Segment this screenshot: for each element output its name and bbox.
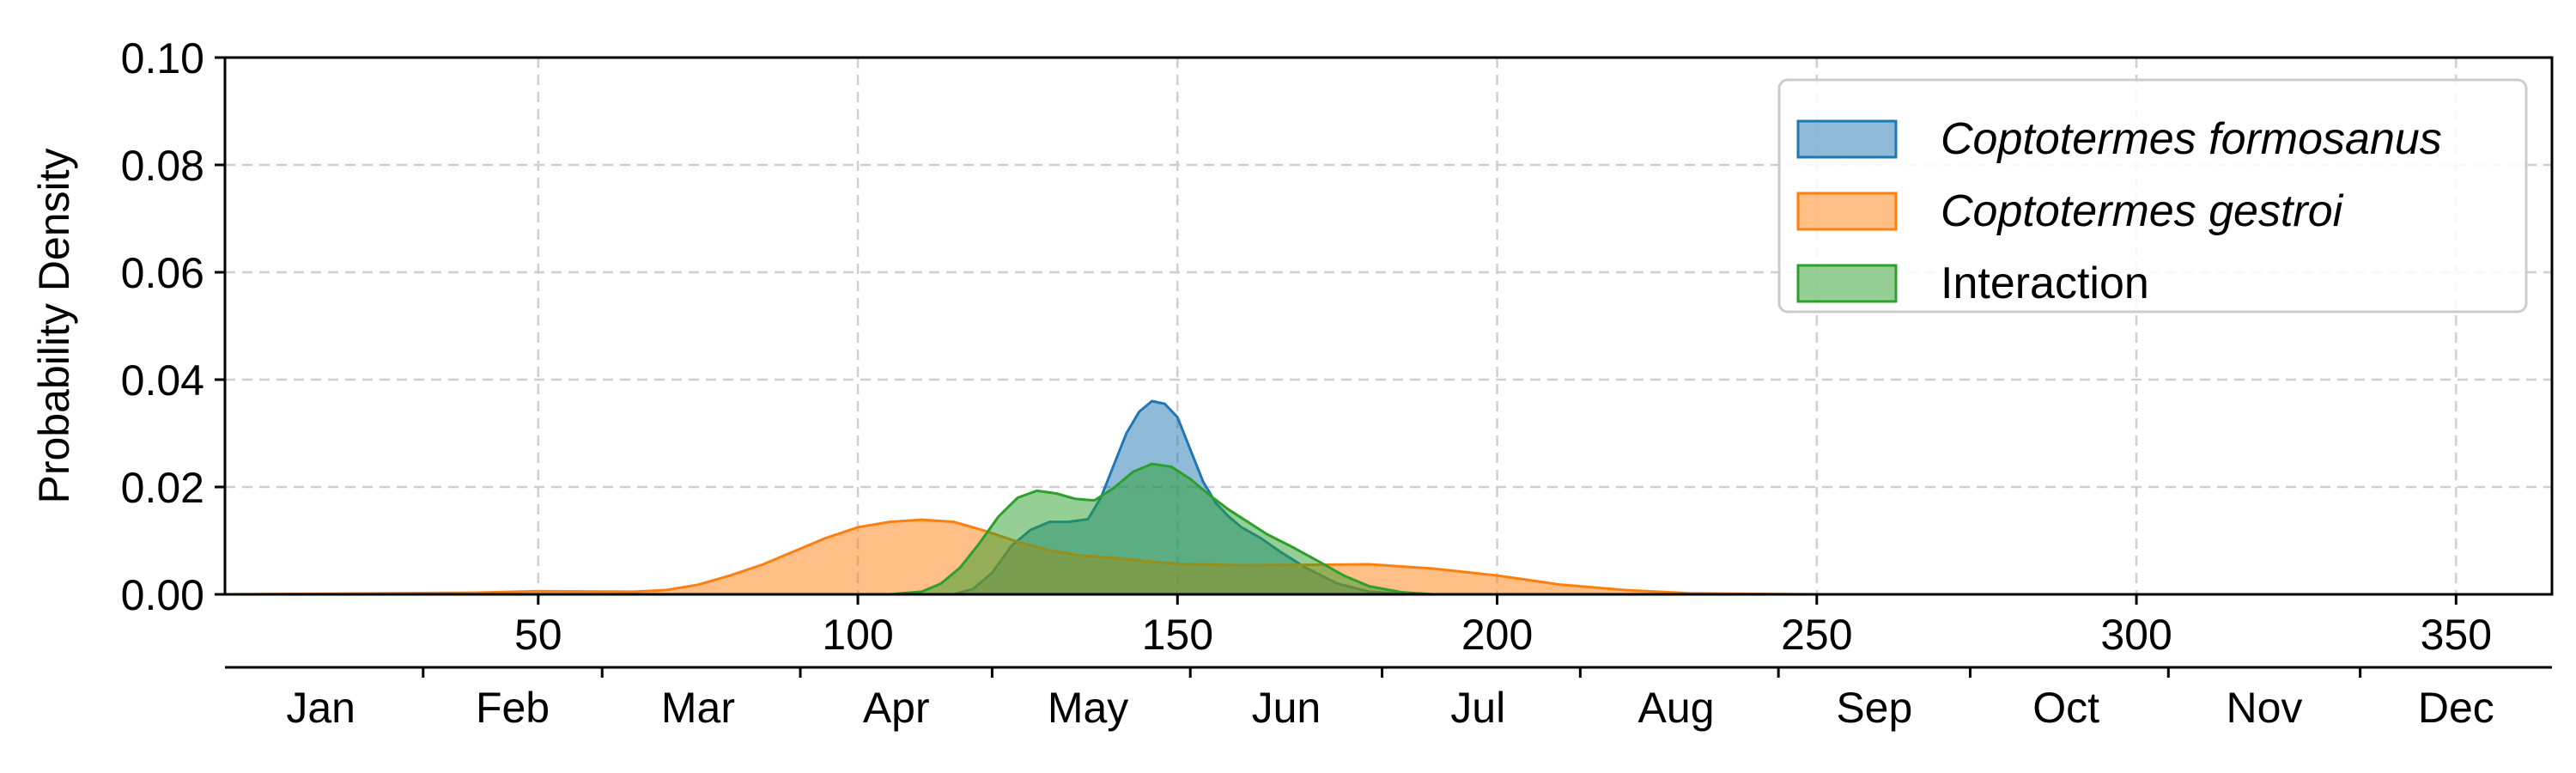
legend-label-2: Interaction — [1941, 259, 2149, 308]
month-label-3: Apr — [863, 684, 930, 732]
y-tick-label-3: 0.06 — [121, 249, 204, 297]
series-area-1 — [225, 520, 2552, 594]
y-axis-label: Probability Density — [30, 148, 78, 503]
y-tick-label-2: 0.04 — [121, 356, 204, 405]
month-axis: Jan Feb Mar Apr May Jun Jul Aug Sep Oct Nov Dec — [225, 666, 2552, 732]
x-tick-label-3: 200 — [1461, 611, 1533, 659]
legend-swatch-1 — [1796, 192, 1898, 231]
legend-label-1: Coptotermes gestroi — [1941, 186, 2344, 236]
y-axis: 0.00 0.02 0.04 0.06 0.08 0.10 — [121, 34, 225, 619]
x-tick-label-5: 300 — [2100, 611, 2172, 659]
series-layer — [224, 399, 2552, 596]
y-tick-label-1: 0.02 — [121, 464, 204, 512]
month-label-4: May — [1048, 684, 1128, 732]
month-label-0: Jan — [286, 684, 355, 732]
legend: Coptotermes formosanus Coptotermes gestro… — [1777, 78, 2528, 313]
series-line-2 — [225, 462, 2552, 596]
month-label-1: Feb — [476, 684, 550, 732]
x-tick-label-0: 50 — [514, 611, 562, 659]
y-tick-label-0: 0.00 — [121, 571, 204, 619]
plot-frame — [223, 56, 2554, 596]
legend-label-0: Coptotermes formosanus — [1941, 114, 2442, 164]
legend-swatch-2 — [1796, 264, 1898, 303]
y-tick-label-5: 0.10 — [121, 34, 204, 82]
month-label-11: Dec — [2418, 684, 2494, 732]
x-tick-label-1: 100 — [822, 611, 893, 659]
month-label-10: Nov — [2227, 684, 2303, 732]
x-tick-label-6: 350 — [2421, 611, 2492, 659]
x-tick-label-2: 150 — [1142, 611, 1213, 659]
y-tick-label-4: 0.08 — [121, 142, 204, 190]
x-axis: 50 100 150 200 250 300 350 — [514, 594, 2492, 659]
month-label-7: Aug — [1638, 684, 1715, 732]
month-label-5: Jun — [1252, 684, 1321, 732]
month-label-8: Sep — [1836, 684, 1912, 732]
month-label-2: Mar — [661, 684, 735, 732]
legend-swatch-0 — [1796, 119, 1898, 159]
legend-box — [1777, 78, 2528, 313]
month-label-9: Oct — [2032, 684, 2099, 732]
month-label-6: Jul — [1450, 684, 1505, 732]
x-tick-label-4: 250 — [1781, 611, 1852, 659]
